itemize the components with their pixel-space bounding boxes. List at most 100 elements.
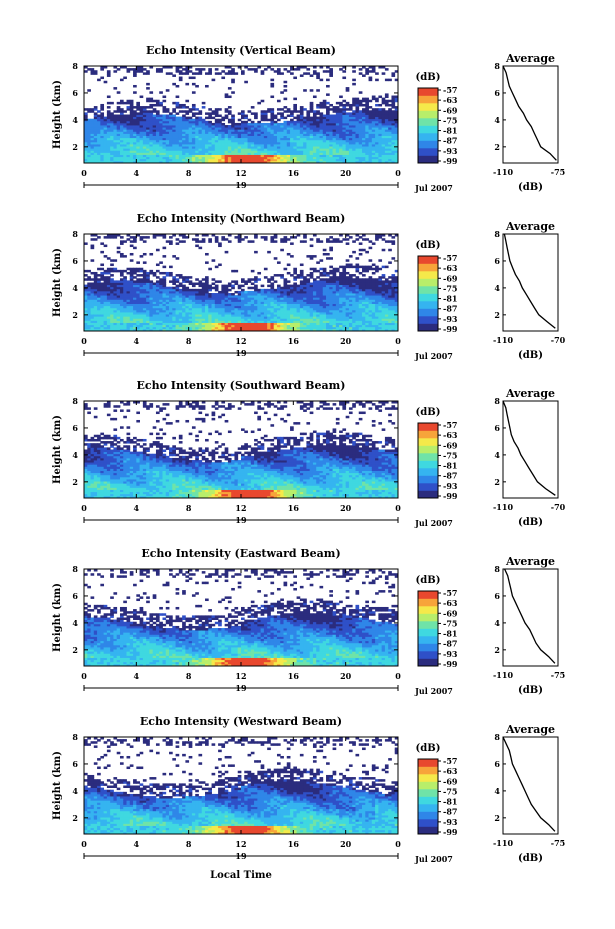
heatmap-cell	[316, 133, 320, 136]
heatmap-cell	[123, 301, 127, 304]
heatmap-cell	[106, 110, 111, 113]
heatmap-cell	[152, 322, 157, 326]
heatmap-cell	[169, 152, 173, 155]
heatmap-cell	[296, 116, 301, 120]
heatmap-cell	[191, 324, 196, 328]
heatmap-cell	[365, 101, 369, 105]
heatmap-cell	[244, 122, 248, 126]
heatmap-cell	[263, 303, 268, 307]
heatmap-cell	[185, 131, 190, 134]
heatmap-cell	[211, 139, 216, 143]
heatmap-cell	[119, 236, 124, 239]
heatmap-cell	[286, 137, 291, 141]
heatmap-cell	[247, 286, 252, 290]
heatmap-cell	[142, 293, 147, 296]
heatmap-cell	[339, 154, 343, 158]
heatmap-cell	[155, 282, 160, 286]
heatmap-cell	[231, 156, 235, 160]
heatmap-cell	[332, 158, 337, 162]
heatmap-cell	[208, 116, 212, 120]
heatmap-cell	[388, 160, 392, 164]
heatmap-cell	[126, 295, 131, 298]
heatmap-cell	[260, 236, 265, 239]
heatmap-cell	[237, 293, 242, 296]
heatmap-cell	[84, 301, 88, 304]
heatmap-cell	[84, 129, 88, 132]
heatmap-cell	[188, 295, 193, 298]
heatmap-cell	[119, 309, 124, 313]
heatmap-cell	[87, 322, 91, 326]
heatmap-cell	[355, 160, 360, 164]
heatmap-cell	[129, 316, 134, 319]
heatmap-cell	[250, 139, 255, 143]
heatmap-cell	[113, 295, 118, 298]
heatmap-cell	[257, 127, 262, 130]
heatmap-cell	[198, 118, 203, 122]
heatmap-cell	[371, 114, 376, 118]
heatmap-cell	[162, 246, 167, 250]
heatmap-cell	[218, 122, 222, 126]
heatmap-cell	[290, 158, 294, 162]
heatmap-cell	[214, 324, 219, 328]
heatmap-cell	[342, 129, 347, 132]
heatmap-cell	[136, 280, 140, 283]
heatmap-cell	[100, 112, 105, 115]
heatmap-cell	[309, 295, 314, 298]
heatmap-cell	[205, 290, 209, 294]
heatmap-cell	[368, 135, 373, 139]
heatmap-cell	[247, 158, 252, 162]
heatmap-cell	[306, 135, 311, 139]
heatmap-cell	[126, 271, 131, 275]
heatmap-cell	[149, 320, 154, 323]
colorbar-swatch	[418, 140, 438, 149]
heatmap-cell	[348, 158, 353, 162]
heatmap-cell	[326, 238, 330, 241]
heatmap-cell	[103, 280, 108, 283]
heatmap-cell	[388, 103, 392, 107]
heatmap-cell	[195, 309, 199, 313]
heatmap-cell	[365, 131, 369, 134]
heatmap-cell	[273, 131, 278, 134]
heatmap-cell	[188, 133, 193, 136]
heatmap-cell	[237, 318, 242, 321]
heatmap-cell	[165, 139, 170, 143]
heatmap-cell	[182, 72, 186, 75]
heatmap-cell	[339, 240, 343, 243]
heatmap-cell	[375, 127, 379, 130]
heatmap-cell	[378, 146, 383, 149]
heatmap-cell	[326, 148, 330, 151]
heatmap-cell	[172, 312, 176, 315]
heatmap-cell	[326, 301, 330, 304]
heatmap-cell	[286, 120, 291, 124]
heatmap-cell	[348, 146, 353, 149]
heatmap-cell	[368, 112, 373, 115]
heatmap-cell	[241, 322, 245, 326]
heatmap-cell	[332, 238, 337, 241]
heatmap-cell	[142, 68, 147, 71]
heatmap-cell	[224, 309, 229, 313]
heatmap-cell	[312, 318, 317, 321]
heatmap-cell	[322, 278, 327, 281]
heatmap-cell	[178, 152, 183, 155]
heatmap-cell	[195, 297, 199, 300]
heatmap-cell	[234, 269, 239, 273]
heatmap-cell	[169, 318, 173, 321]
heatmap-cell	[224, 301, 229, 304]
heatmap-cell	[378, 154, 383, 158]
colorbar-swatch	[418, 110, 438, 119]
heatmap-cell	[365, 125, 369, 128]
average-y-tick-label: 8	[494, 61, 500, 71]
heatmap-cell	[165, 135, 170, 139]
heatmap-cell	[188, 156, 193, 160]
heatmap-cell	[355, 150, 360, 153]
heatmap-cell	[136, 154, 140, 158]
heatmap-cell	[312, 137, 317, 141]
heatmap-cell	[116, 299, 121, 302]
heatmap-cell	[267, 146, 271, 149]
heatmap-cell	[93, 301, 98, 304]
heatmap-cell	[198, 144, 203, 147]
heatmap-cell	[87, 127, 91, 130]
heatmap-cell	[368, 158, 373, 162]
heatmap-cell	[280, 131, 284, 134]
heatmap-cell	[316, 312, 320, 315]
